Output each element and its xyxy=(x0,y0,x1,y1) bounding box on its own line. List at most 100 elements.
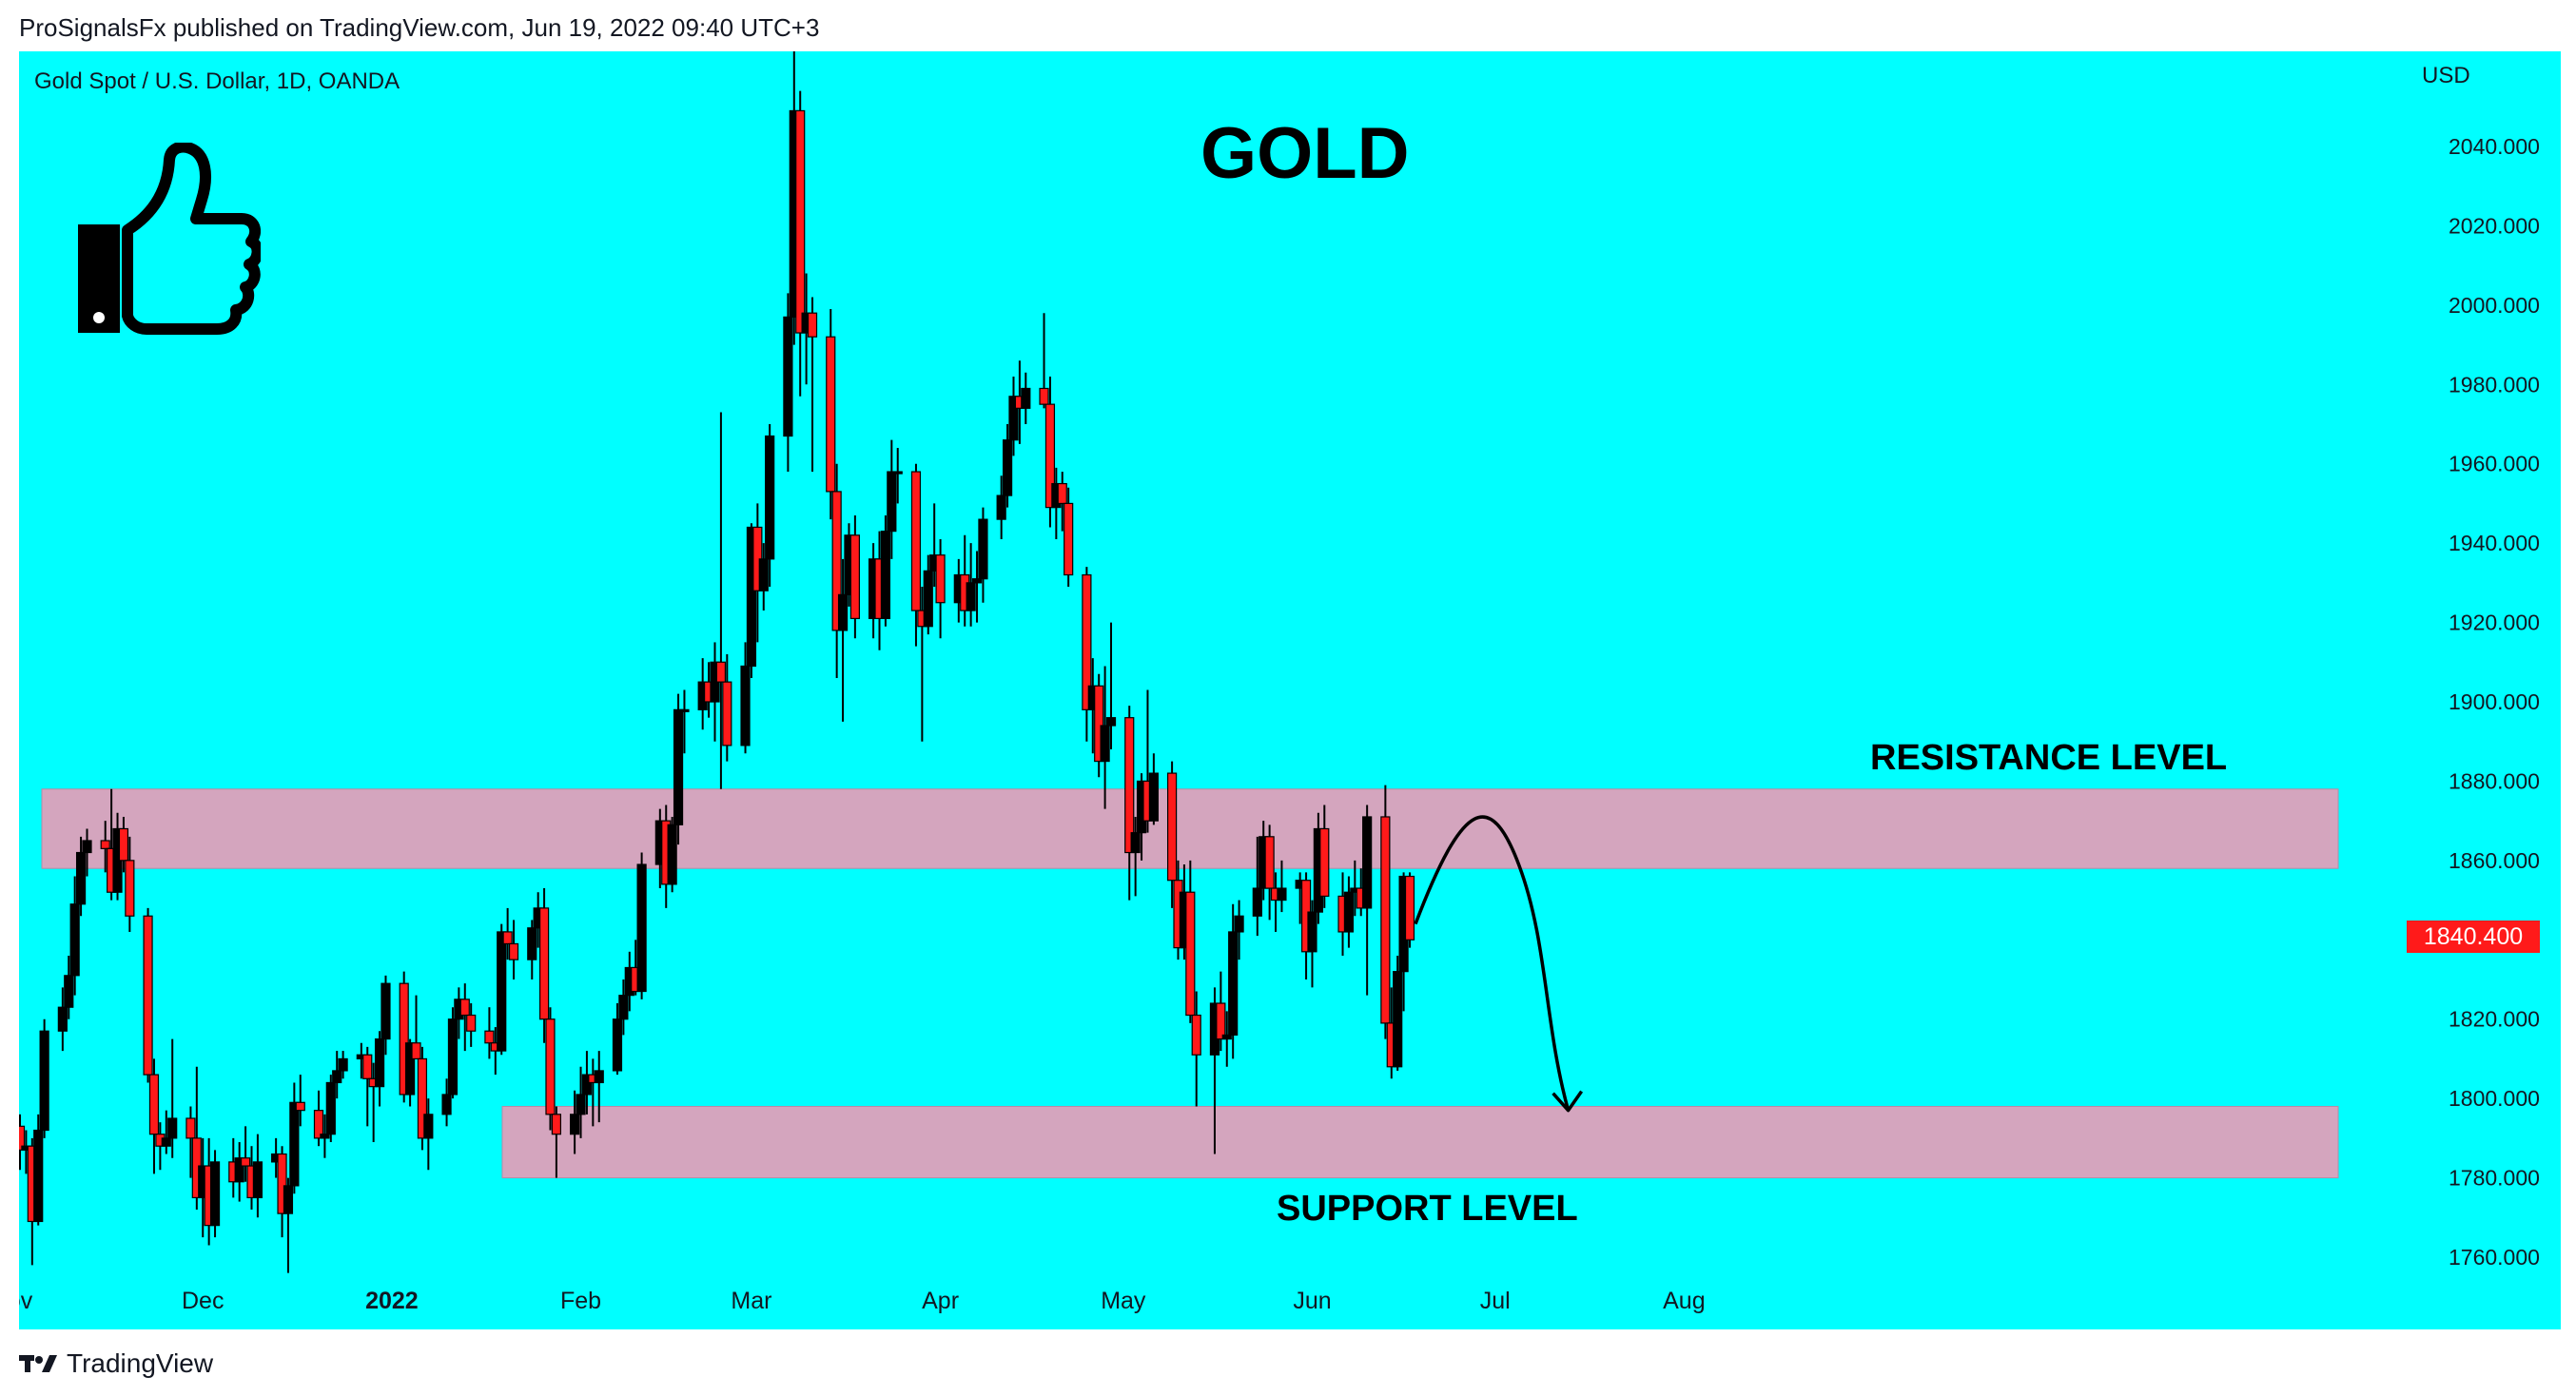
candle xyxy=(1094,673,1104,778)
candle-body xyxy=(807,312,818,338)
candle-body xyxy=(1380,816,1391,1024)
candle xyxy=(508,920,519,979)
candle xyxy=(996,475,1006,539)
candle xyxy=(320,1114,330,1158)
candle-body xyxy=(167,1117,178,1139)
projection-arrow-shaft xyxy=(1414,815,1571,1112)
candle xyxy=(338,1051,348,1079)
candle-body xyxy=(1124,717,1135,854)
y-tick-label: 2020.000 xyxy=(2449,213,2540,238)
candle-body xyxy=(1130,832,1141,854)
candle-body xyxy=(405,1042,416,1095)
candle xyxy=(167,1038,178,1158)
footer-brand-label: TradingView xyxy=(67,1348,214,1378)
candle xyxy=(551,1106,561,1178)
candle-body xyxy=(783,316,793,437)
candle xyxy=(497,923,507,1056)
candle xyxy=(746,523,757,678)
y-tick-label: 1900.000 xyxy=(2449,689,2540,714)
candle xyxy=(283,1177,294,1273)
zones-layer xyxy=(41,788,2339,1179)
candle xyxy=(612,1003,623,1076)
candle-body xyxy=(484,1030,495,1044)
x-tick-label: Mar xyxy=(731,1288,771,1314)
candle-body xyxy=(508,942,519,960)
candle xyxy=(1124,706,1135,901)
x-tick-label: Aug xyxy=(1663,1288,1705,1314)
candle xyxy=(185,1106,196,1178)
candle-body xyxy=(1221,1034,1232,1040)
candle xyxy=(576,1066,586,1138)
candle-body xyxy=(1228,931,1239,1037)
candle-body xyxy=(125,860,135,917)
candle xyxy=(935,538,946,639)
y-axis: 2040.000 2020.000 2000.000 1980.000 1960.000… xyxy=(2449,134,2540,1270)
candle-body xyxy=(381,982,391,1040)
candle-body xyxy=(679,708,690,712)
candle-body xyxy=(1166,772,1178,882)
candle xyxy=(1234,900,1244,960)
y-tick-label: 2040.000 xyxy=(2449,134,2540,159)
candle xyxy=(64,955,74,1019)
candle-body xyxy=(362,1054,373,1079)
candle-body xyxy=(618,995,629,1020)
candle-body xyxy=(502,931,513,945)
candle xyxy=(1362,805,1373,996)
candle xyxy=(1166,761,1178,908)
footer-brand[interactable]: TradingView xyxy=(19,1348,213,1379)
candle-body xyxy=(39,1030,49,1132)
candle-body xyxy=(209,1161,221,1227)
candle-body xyxy=(545,1018,556,1115)
candle-body xyxy=(1094,685,1104,763)
candle-body xyxy=(118,827,129,862)
candle xyxy=(1264,824,1275,921)
candle xyxy=(374,1031,385,1107)
y-tick-label: 1760.000 xyxy=(2449,1245,2540,1270)
x-tick-label: Jun xyxy=(1293,1288,1331,1314)
candle xyxy=(1343,876,1355,948)
candle xyxy=(679,689,690,754)
candle xyxy=(1404,872,1415,948)
candle-body xyxy=(551,1114,561,1135)
candle xyxy=(148,1058,160,1174)
candle-body xyxy=(338,1057,348,1072)
candle xyxy=(325,1075,336,1143)
candle xyxy=(722,653,732,762)
candle-body xyxy=(971,578,983,584)
candle-body xyxy=(148,1074,160,1135)
candle-body xyxy=(746,526,757,668)
candle-body xyxy=(831,491,842,631)
candle xyxy=(923,554,933,635)
candle xyxy=(295,1075,305,1127)
resistance-zone xyxy=(41,788,2339,869)
candle xyxy=(1130,816,1141,897)
candle xyxy=(880,514,891,627)
candle-body xyxy=(1234,915,1244,933)
candle xyxy=(1105,622,1117,750)
candle xyxy=(240,1126,251,1182)
candle xyxy=(209,1150,221,1238)
candle xyxy=(441,1078,452,1127)
candle xyxy=(1100,666,1110,809)
chart-area[interactable]: 2040.000 2020.000 2000.000 1980.000 1960.000… xyxy=(19,51,2561,1329)
candle xyxy=(39,1018,49,1138)
candle-body xyxy=(325,1081,336,1135)
candle-body xyxy=(75,851,87,905)
candle-body xyxy=(1185,891,1196,1017)
candle xyxy=(765,424,775,588)
candle-body xyxy=(795,109,806,334)
candle-body xyxy=(740,665,751,746)
candle xyxy=(1221,1011,1232,1067)
candle-body xyxy=(234,1157,244,1183)
x-tick-label: 2022 xyxy=(365,1288,419,1314)
candle xyxy=(69,876,80,996)
candle xyxy=(1277,860,1287,913)
candle-body xyxy=(1191,1014,1201,1056)
candle-body xyxy=(1039,387,1049,405)
candle xyxy=(423,1098,434,1171)
candle-body xyxy=(935,554,946,604)
candle xyxy=(411,995,421,1060)
candle-body xyxy=(185,1117,196,1139)
y-tick-label: 1820.000 xyxy=(2449,1007,2540,1032)
candle-body xyxy=(570,1114,580,1135)
